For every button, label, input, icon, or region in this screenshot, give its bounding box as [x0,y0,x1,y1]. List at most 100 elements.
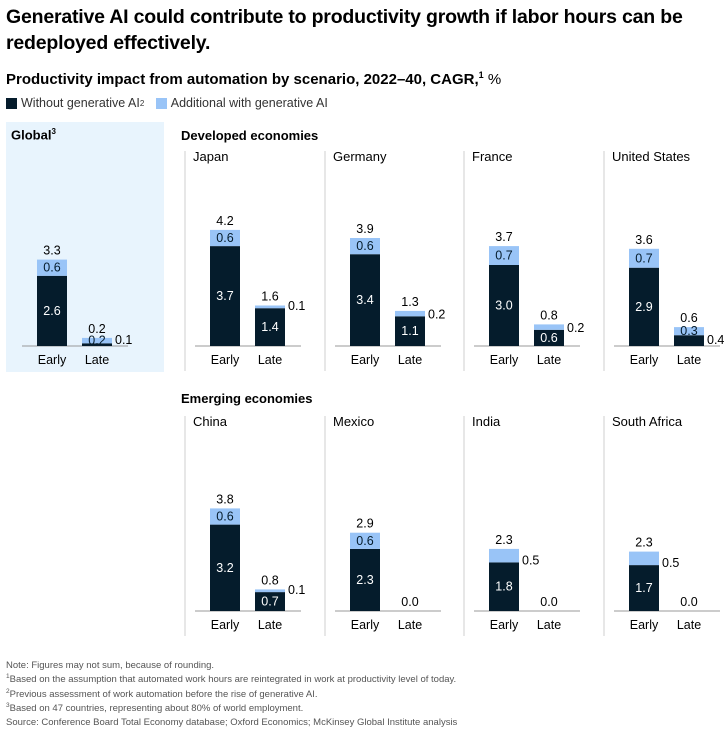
base-label-south-africa-early: 1.7 [635,581,652,595]
x-tick-label-late: Late [398,618,422,632]
bar-base-united-states-late [674,335,704,346]
panel-title-india: India [472,414,501,429]
footnote-3: 3Based on 47 countries, representing abo… [6,702,304,715]
bar-charts: Early 3.3 2.6 0.6 Late 0.2 0.1 0.2 Japan Early 4.2… [22,149,724,636]
base-label-china-late: 0.7 [261,595,278,609]
bar-base-germany-early [350,254,380,346]
bar-additional-france-early [489,246,519,265]
additional-label-global-late: 0.2 [88,334,105,348]
legend-label-additional: Additional with generative AI [170,96,328,110]
bar-base-global-early [37,275,67,346]
base-label-japan-early: 3.7 [216,289,233,303]
base-label-global-early: 2.6 [43,304,60,318]
total-label-japan-late: 1.6 [261,290,278,304]
panel-title-united-states: United States [612,149,691,164]
bar-additional-united-states-late [674,327,704,336]
additional-label-south-africa-early: 0.5 [662,556,679,570]
base-label-japan-late: 1.4 [261,320,278,334]
global-footnote-mark: 3 [51,127,56,136]
bar-additional-global-late [82,337,112,344]
base-label-germany-late: 1.1 [401,324,418,338]
additional-label-france-early: 0.7 [495,249,512,263]
bar-base-japan-early [210,246,240,346]
bar-base-france-early [489,265,519,346]
base-label-france-late: 0.6 [540,331,557,345]
panel-title-germany: Germany [333,149,387,164]
additional-label-france-late: 0.2 [567,321,584,335]
bar-base-south-africa-early [629,565,659,611]
bar-base-united-states-early [629,267,659,346]
footnote-1: 1Based on the assumption that automated … [6,673,457,686]
bar-additional-united-states-early [629,248,659,268]
additional-label-mexico-early: 0.6 [356,534,373,548]
panel-title-mexico: Mexico [333,414,374,429]
total-label-south-africa-late: 0.0 [680,595,697,609]
bar-additional-south-africa-early [629,551,659,566]
x-tick-label-late: Late [677,353,701,367]
total-label-south-africa-early: 2.3 [635,536,652,550]
total-label-india-late: 0.0 [540,595,557,609]
subtitle-unit: % [487,71,502,88]
headline: Generative AI could contribute to produc… [6,6,683,54]
bar-additional-germany-early [350,238,380,255]
total-label-global-late: 0.2 [88,322,105,336]
global-title-text: Global [11,127,52,143]
additional-label-united-states-late: 0.3 [680,324,697,338]
bar-base-france-late [534,329,564,346]
subtitle-footnote-mark: 1 [478,70,484,80]
legend-label-base: Without generative AI [21,96,140,110]
legend-item-additional: Additional with generative AI [155,96,328,110]
total-label-united-states-late: 0.6 [680,311,697,325]
x-tick-label-early: Early [211,353,240,367]
total-label-germany-early: 3.9 [356,222,373,236]
panel-title-japan: Japan [193,149,228,164]
x-tick-label-late: Late [258,353,282,367]
bar-base-china-early [210,524,240,611]
additional-label-germany-early: 0.6 [356,239,373,253]
bar-base-china-late [255,592,285,611]
additional-label-china-early: 0.6 [216,510,233,524]
x-tick-label-early: Early [211,618,240,632]
additional-label-japan-late: 0.1 [288,299,305,313]
bar-additional-japan-early [210,229,240,247]
bar-additional-japan-late [255,305,285,309]
chart-subtitle: Productivity impact from automation by s… [6,70,501,88]
panel-title-china: China [193,414,228,429]
bar-base-india-early [489,562,519,611]
global-panel-title: Global3 [11,127,56,142]
additional-label-japan-early: 0.6 [216,231,233,245]
footnotes: Note: Figures may not sum, because of ro… [6,657,457,729]
x-tick-label-late: Late [85,353,109,367]
bar-additional-mexico-early [350,532,380,549]
x-tick-label-early: Early [630,353,659,367]
panel-title-south-africa: South Africa [612,414,683,429]
subtitle-text: Productivity impact from automation by s… [6,71,479,88]
total-label-mexico-early: 2.9 [356,517,373,531]
section-title-developed: Developed economies [181,128,319,143]
x-tick-label-early: Early [490,618,519,632]
x-tick-label-early: Early [38,353,67,367]
total-label-global-early: 3.3 [43,244,60,258]
total-label-china-late: 0.8 [261,573,278,587]
legend-swatch-additional [155,97,167,109]
base-label-india-early: 1.8 [495,580,512,594]
bar-additional-india-early [489,548,519,563]
bar-additional-china-late [255,589,285,593]
source-line: Source: Conference Board Total Economy d… [6,717,458,729]
bar-additional-germany-late [395,310,425,317]
x-tick-label-late: Late [398,353,422,367]
x-tick-label-late: Late [258,618,282,632]
x-tick-label-early: Early [351,618,380,632]
total-label-france-early: 3.7 [495,230,512,244]
base-label-united-states-early: 2.9 [635,300,652,314]
base-label-china-early: 3.2 [216,561,233,575]
total-label-india-early: 2.3 [495,533,512,547]
base-label-france-early: 3.0 [495,299,512,313]
additional-label-germany-late: 0.2 [428,307,445,321]
global-panel-background [6,122,164,372]
bar-additional-global-early [37,259,67,276]
bar-base-germany-late [395,316,425,346]
bar-additional-france-late [534,324,564,330]
x-tick-label-early: Early [490,353,519,367]
total-label-china-early: 3.8 [216,492,233,506]
